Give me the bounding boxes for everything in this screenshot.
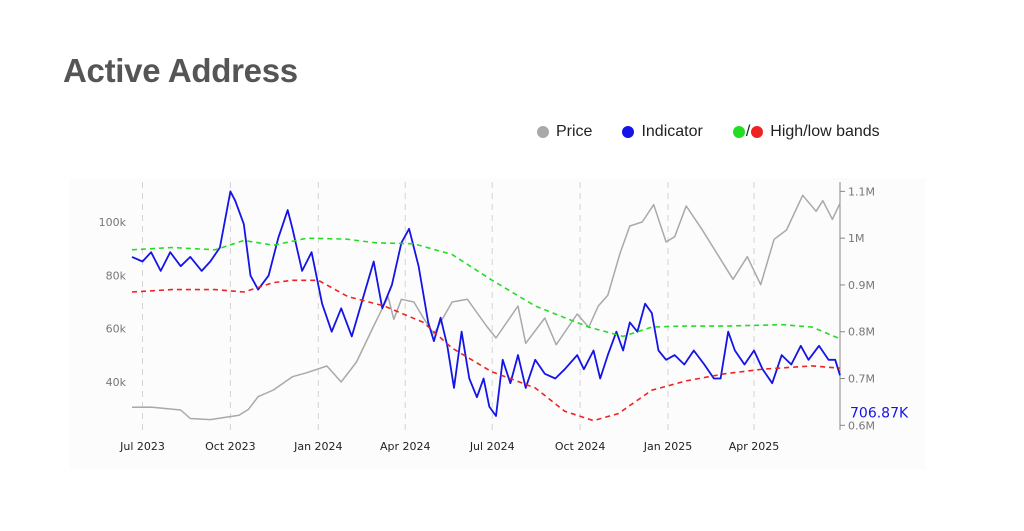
y-right-tick-label: 0.9M: [848, 279, 875, 292]
x-tick-label: Apr 2025: [729, 440, 780, 453]
page-title: Active Address: [63, 52, 298, 89]
indicator-series-line[interactable]: [131, 190, 841, 417]
chart-legend: Price Indicator / High/low bands: [537, 120, 880, 144]
x-tick-label: Apr 2024: [380, 440, 431, 453]
legend-label-bands: High/low bands: [770, 123, 880, 140]
y-left-tick-label: 40k: [106, 376, 127, 389]
series-layer: [131, 190, 841, 422]
axis-layer: Jul 2023 Oct 2023 Jan 2024 Apr 2024 Jul 2024…: [99, 182, 875, 453]
legend-item-indicator[interactable]: Indicator: [622, 123, 703, 141]
legend-label-indicator: Indicator: [641, 123, 703, 140]
x-tick-label: Jan 2024: [293, 440, 342, 453]
legend-separator: /: [745, 123, 751, 140]
y-right-tick-label: 0.7M: [848, 373, 875, 386]
x-tick-label: Jul 2024: [469, 440, 515, 453]
x-tick-label: Oct 2024: [555, 440, 606, 453]
x-tick-label: Jul 2023: [119, 440, 165, 453]
grid-layer: [142, 182, 755, 430]
label-layer: 706.87K: [850, 405, 909, 421]
chart-svg[interactable]: Jul 2023 Oct 2023 Jan 2024 Apr 2024 Jul 2024…: [70, 178, 926, 470]
y-left-tick-label: 100k: [99, 216, 127, 229]
y-right-tick-label: 0.8M: [848, 326, 875, 339]
high-band-legend-dot: [732, 126, 745, 138]
low-band-legend-dot: [751, 126, 764, 138]
chart-panel: Jul 2023 Oct 2023 Jan 2024 Apr 2024 Jul 2024…: [70, 178, 926, 470]
legend-label-price: Price: [556, 123, 593, 140]
x-tick-label: Oct 2023: [205, 440, 256, 453]
price-series-line[interactable]: [131, 194, 841, 421]
y-right-tick-label: 1.1M: [848, 185, 875, 198]
high-band-series-line[interactable]: [131, 237, 841, 340]
legend-item-bands[interactable]: / High/low bands: [732, 123, 880, 141]
indicator-last-value-label: 706.87K: [850, 405, 909, 421]
x-tick-label: Jan 2025: [643, 440, 692, 453]
price-legend-dot: [537, 126, 549, 138]
y-right-tick-label: 0.6M: [848, 419, 875, 432]
y-right-tick-label: 1M: [848, 232, 865, 245]
y-left-tick-label: 60k: [106, 323, 127, 336]
y-left-tick-label: 80k: [106, 269, 127, 282]
low-band-series-line[interactable]: [131, 279, 841, 422]
legend-item-price[interactable]: Price: [537, 123, 592, 141]
indicator-legend-dot: [622, 126, 635, 138]
